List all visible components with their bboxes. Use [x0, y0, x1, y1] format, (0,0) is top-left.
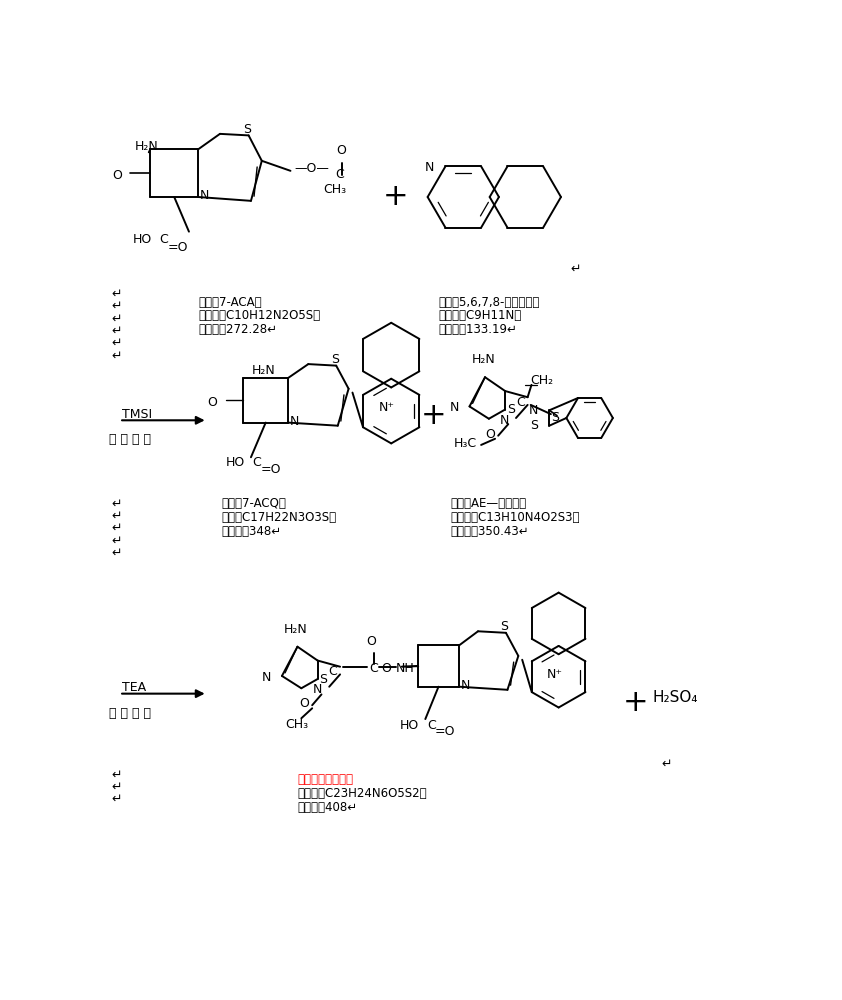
Text: S: S: [507, 403, 514, 416]
Text: H₂SO₄: H₂SO₄: [653, 690, 698, 705]
Text: O: O: [336, 144, 346, 157]
Text: 名称：头孢咔肒，: 名称：头孢咔肒，: [297, 773, 354, 786]
Text: O: O: [113, 169, 122, 182]
Text: 名称：7-ACA，: 名称：7-ACA，: [198, 296, 262, 309]
Text: TEA: TEA: [122, 681, 147, 694]
Text: 名称：7-ACQ，: 名称：7-ACQ，: [221, 497, 286, 510]
Text: ↵: ↵: [111, 288, 122, 301]
Text: N: N: [425, 161, 434, 174]
Text: HO: HO: [226, 456, 245, 469]
Text: HO: HO: [400, 719, 419, 732]
Text: N⁺: N⁺: [546, 668, 562, 681]
Text: ↵: ↵: [111, 337, 122, 350]
Text: C: C: [427, 719, 435, 732]
Text: N⁺: N⁺: [379, 401, 395, 414]
Text: O: O: [366, 635, 376, 648]
Text: N: N: [529, 404, 539, 417]
Text: S: S: [551, 411, 559, 424]
Text: +: +: [420, 401, 446, 430]
Text: ↵: ↵: [662, 758, 672, 771]
Text: 名称：5,6,7,8-四氮喔啊，: 名称：5,6,7,8-四氮喔啊，: [439, 296, 540, 309]
Text: S: S: [243, 123, 251, 136]
Text: S: S: [530, 419, 539, 432]
Text: N: N: [200, 189, 209, 202]
Text: C: C: [253, 456, 261, 469]
Text: NH: NH: [396, 662, 414, 675]
Text: ↵: ↵: [111, 510, 122, 523]
Text: H₂N: H₂N: [472, 353, 495, 366]
Text: ↵: ↵: [111, 325, 122, 338]
Text: CH₃: CH₃: [285, 718, 308, 731]
Text: ↵: ↵: [111, 349, 122, 362]
Text: C: C: [159, 233, 168, 246]
Text: 分子式：C23H24N6O5S2，: 分子式：C23H24N6O5S2，: [297, 787, 427, 800]
Text: N: N: [499, 414, 509, 427]
Text: =O: =O: [434, 725, 456, 738]
Text: —O—: —O—: [295, 162, 329, 175]
Text: C: C: [328, 665, 337, 678]
Text: 分子量：133.19↵: 分子量：133.19↵: [439, 323, 517, 336]
Text: 分子量：348↵: 分子量：348↵: [221, 525, 281, 538]
Text: H₂N: H₂N: [284, 623, 308, 636]
Text: +: +: [622, 688, 648, 717]
Text: N: N: [290, 415, 299, 428]
Text: O: O: [485, 428, 495, 441]
Text: H₂N: H₂N: [135, 140, 158, 153]
Text: 二 氯 甲 烷: 二 氯 甲 烷: [109, 707, 151, 720]
Text: C: C: [335, 168, 344, 181]
Text: C: C: [516, 396, 525, 409]
Text: ↵: ↵: [111, 300, 122, 313]
Text: ↵: ↵: [111, 781, 122, 794]
Text: ↵: ↵: [111, 497, 122, 510]
Text: 二 氯 甲 烷: 二 氯 甲 烷: [109, 433, 151, 446]
Text: N: N: [262, 671, 271, 684]
Text: H₂N: H₂N: [253, 364, 276, 377]
Text: ↵: ↵: [111, 534, 122, 547]
Text: 分子量：350.43↵: 分子量：350.43↵: [450, 525, 529, 538]
Text: HO: HO: [132, 233, 152, 246]
Text: ↵: ↵: [111, 793, 122, 806]
Text: +: +: [383, 182, 408, 211]
Text: =O: =O: [168, 241, 188, 254]
Text: O: O: [381, 662, 392, 675]
Text: N: N: [450, 401, 459, 414]
Text: H₃C: H₃C: [454, 437, 477, 450]
Text: N: N: [461, 679, 471, 692]
Text: ↵: ↵: [111, 522, 122, 535]
Text: ↵: ↵: [111, 547, 122, 560]
Text: 分子量：272.28↵: 分子量：272.28↵: [198, 323, 277, 336]
Text: CH₂: CH₂: [530, 374, 553, 387]
Text: ↵: ↵: [570, 262, 581, 275]
Text: ↵: ↵: [111, 312, 122, 326]
Text: 分子式：C9H11N，: 分子式：C9H11N，: [439, 309, 522, 322]
Text: 分子式：C13H10N4O2S3，: 分子式：C13H10N4O2S3，: [450, 511, 579, 524]
Text: CH₃: CH₃: [323, 183, 346, 196]
Text: 名称：AE—活性酯，: 名称：AE—活性酯，: [450, 497, 526, 510]
Text: N: N: [313, 683, 322, 696]
Text: C: C: [370, 662, 378, 675]
Text: TMSI: TMSI: [122, 408, 152, 421]
Text: S: S: [331, 353, 338, 366]
Text: O: O: [299, 697, 309, 710]
Text: S: S: [500, 620, 509, 634]
Text: S: S: [319, 673, 328, 686]
Text: 分子式C17H22N3O3S，: 分子式C17H22N3O3S，: [221, 511, 337, 524]
Text: ↵: ↵: [111, 768, 122, 781]
Text: O: O: [207, 396, 217, 409]
Text: =O: =O: [260, 463, 280, 476]
Text: 分子式：C10H12N2O5S，: 分子式：C10H12N2O5S，: [198, 309, 320, 322]
Text: 分子量：408↵: 分子量：408↵: [297, 801, 358, 814]
